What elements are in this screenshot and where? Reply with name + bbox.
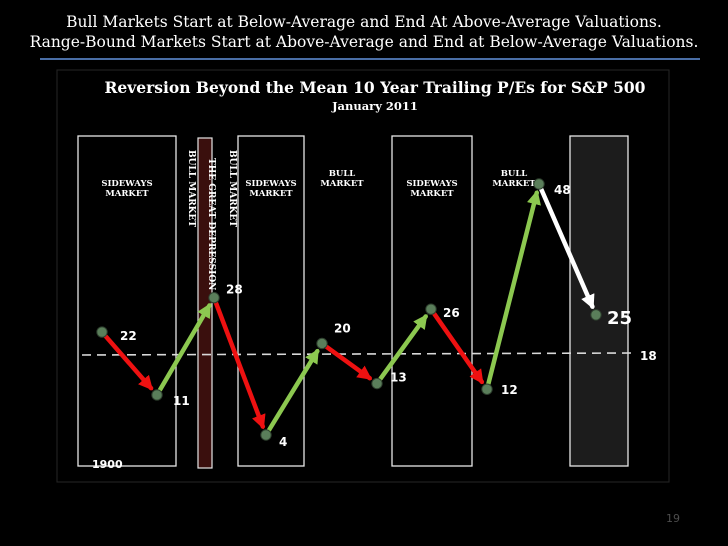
slide-title: Bull Markets Start at Below-Average and … <box>0 12 728 52</box>
pe-point <box>151 389 163 401</box>
pe-value-label: 22 <box>120 329 137 343</box>
market-region-label: MARKET <box>249 189 293 199</box>
slide-title-line-1: Bull Markets Start at Below-Average and … <box>66 13 662 31</box>
pe-value-label: 26 <box>443 306 460 320</box>
pe-point <box>371 377 383 390</box>
market-region-label: THE GREAT DEPRESSION <box>206 158 216 290</box>
pe-segment-arrow <box>324 344 373 381</box>
pe-point <box>260 429 272 441</box>
pe-segment-arrow <box>213 301 266 430</box>
page-number: 19 <box>666 512 680 525</box>
chart-subtitle: January 2011 <box>331 99 418 113</box>
market-region-label: SIDEWAYS <box>406 179 457 189</box>
pe-point <box>316 337 328 350</box>
pe-segment-arrow <box>266 348 320 433</box>
pe-segment-arrow <box>103 334 154 391</box>
pe-value-label: 48 <box>554 183 571 197</box>
pe-point <box>208 292 220 304</box>
market-region: BULL MARKET <box>227 150 237 227</box>
pe-segment-arrow <box>378 314 428 381</box>
market-region-box <box>237 135 305 467</box>
mean-line-group: 18 <box>81 349 657 363</box>
slide-title-line-2: Range-Bound Markets Start at Above-Avera… <box>29 33 699 51</box>
market-region-label: SIDEWAYS <box>245 179 296 189</box>
market-region-box <box>391 135 473 467</box>
pe-segment-arrow <box>432 311 485 385</box>
market-region-label: BULL <box>329 169 356 179</box>
market-region-label: MARKET <box>320 179 364 189</box>
market-region-label: MARKET <box>105 189 149 199</box>
pe-segments <box>103 187 595 433</box>
pe-point <box>590 309 602 321</box>
pe-value-label: 20 <box>334 321 351 335</box>
market-region-label: BULL MARKET <box>186 150 196 227</box>
pe-value-label: 25 <box>607 308 632 329</box>
pe-point <box>96 326 108 338</box>
pe-value-label: 12 <box>501 383 518 397</box>
mean-line <box>81 352 633 356</box>
market-region <box>569 135 629 467</box>
pe-point <box>481 383 493 395</box>
pe-points <box>96 178 602 441</box>
market-region-label: MARKET <box>492 179 536 189</box>
pe-value-labels: 22 11 28 4 20 13 26 12 48 25 <box>120 183 632 449</box>
pe-value-label: 11 <box>173 394 190 408</box>
pe-segment-arrow <box>486 189 541 386</box>
market-region-box <box>77 135 177 467</box>
pe-value-label: 28 <box>226 283 243 297</box>
market-region-label: BULL MARKET <box>227 150 237 227</box>
pe-value-label: 13 <box>390 371 407 385</box>
market-region-box <box>569 135 629 467</box>
mean-line-label: 18 <box>640 349 657 363</box>
pe-segment-arrow <box>157 302 212 393</box>
pe-value-label: 4 <box>279 435 287 449</box>
title-divider <box>40 58 700 60</box>
start-year-label: 1900 <box>92 458 123 471</box>
market-region: BULL MARKET <box>186 150 196 227</box>
chart-title: Reversion Beyond the Mean 10 Year Traili… <box>105 78 646 97</box>
pe-point <box>533 178 545 190</box>
pe-point <box>425 303 437 315</box>
market-region-label: BULL <box>501 169 528 179</box>
market-region-label: SIDEWAYS <box>101 179 152 189</box>
market-region-label: MARKET <box>410 189 454 199</box>
pe-segment-arrow <box>539 187 595 310</box>
